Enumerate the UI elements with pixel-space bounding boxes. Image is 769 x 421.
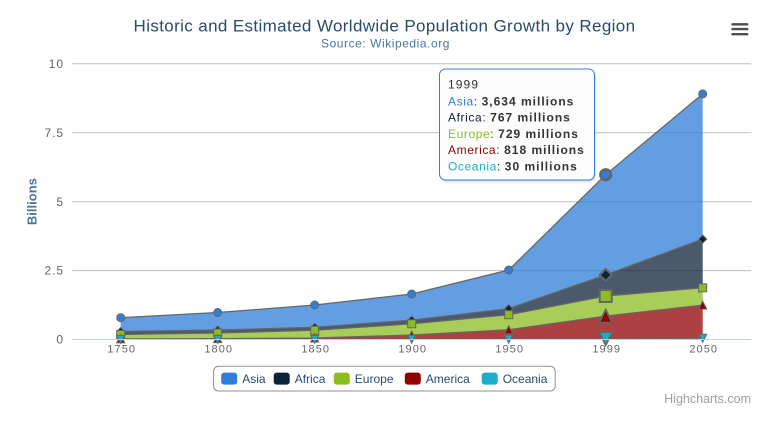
svg-text:1999: 1999 bbox=[592, 344, 621, 356]
svg-text:2050: 2050 bbox=[689, 344, 718, 356]
svg-text:1999: 1999 bbox=[448, 78, 479, 92]
svg-text:2.5: 2.5 bbox=[44, 264, 64, 278]
svg-text:America: 818 millions: America: 818 millions bbox=[448, 143, 585, 157]
svg-text:7.5: 7.5 bbox=[44, 126, 64, 140]
svg-text:1800: 1800 bbox=[204, 344, 233, 356]
svg-text:Africa: 767 millions: Africa: 767 millions bbox=[448, 111, 571, 125]
svg-text:Africa: Africa bbox=[295, 372, 326, 386]
svg-text:Europe: 729 millions: Europe: 729 millions bbox=[448, 127, 579, 141]
svg-text:Asia: 3,634 millions: Asia: 3,634 millions bbox=[448, 94, 574, 108]
svg-text:Oceania: 30 millions: Oceania: 30 millions bbox=[448, 160, 578, 174]
svg-text:1850: 1850 bbox=[301, 344, 330, 356]
svg-text:Asia: Asia bbox=[242, 372, 266, 386]
svg-text:Historic and Estimated Worldwi: Historic and Estimated Worldwide Populat… bbox=[134, 17, 636, 36]
svg-text:Europe: Europe bbox=[355, 372, 394, 386]
svg-text:Billions: Billions bbox=[24, 178, 39, 225]
svg-text:5: 5 bbox=[56, 195, 64, 209]
svg-text:1950: 1950 bbox=[495, 344, 524, 356]
svg-text:1900: 1900 bbox=[398, 344, 427, 356]
svg-text:America: America bbox=[426, 372, 470, 386]
svg-text:1750: 1750 bbox=[107, 344, 136, 356]
svg-text:Highcharts.com: Highcharts.com bbox=[664, 392, 751, 406]
svg-text:0: 0 bbox=[56, 333, 64, 347]
svg-text:Oceania: Oceania bbox=[503, 372, 548, 386]
svg-text:Source: Wikipedia.org: Source: Wikipedia.org bbox=[321, 37, 450, 51]
svg-text:10: 10 bbox=[49, 57, 64, 71]
